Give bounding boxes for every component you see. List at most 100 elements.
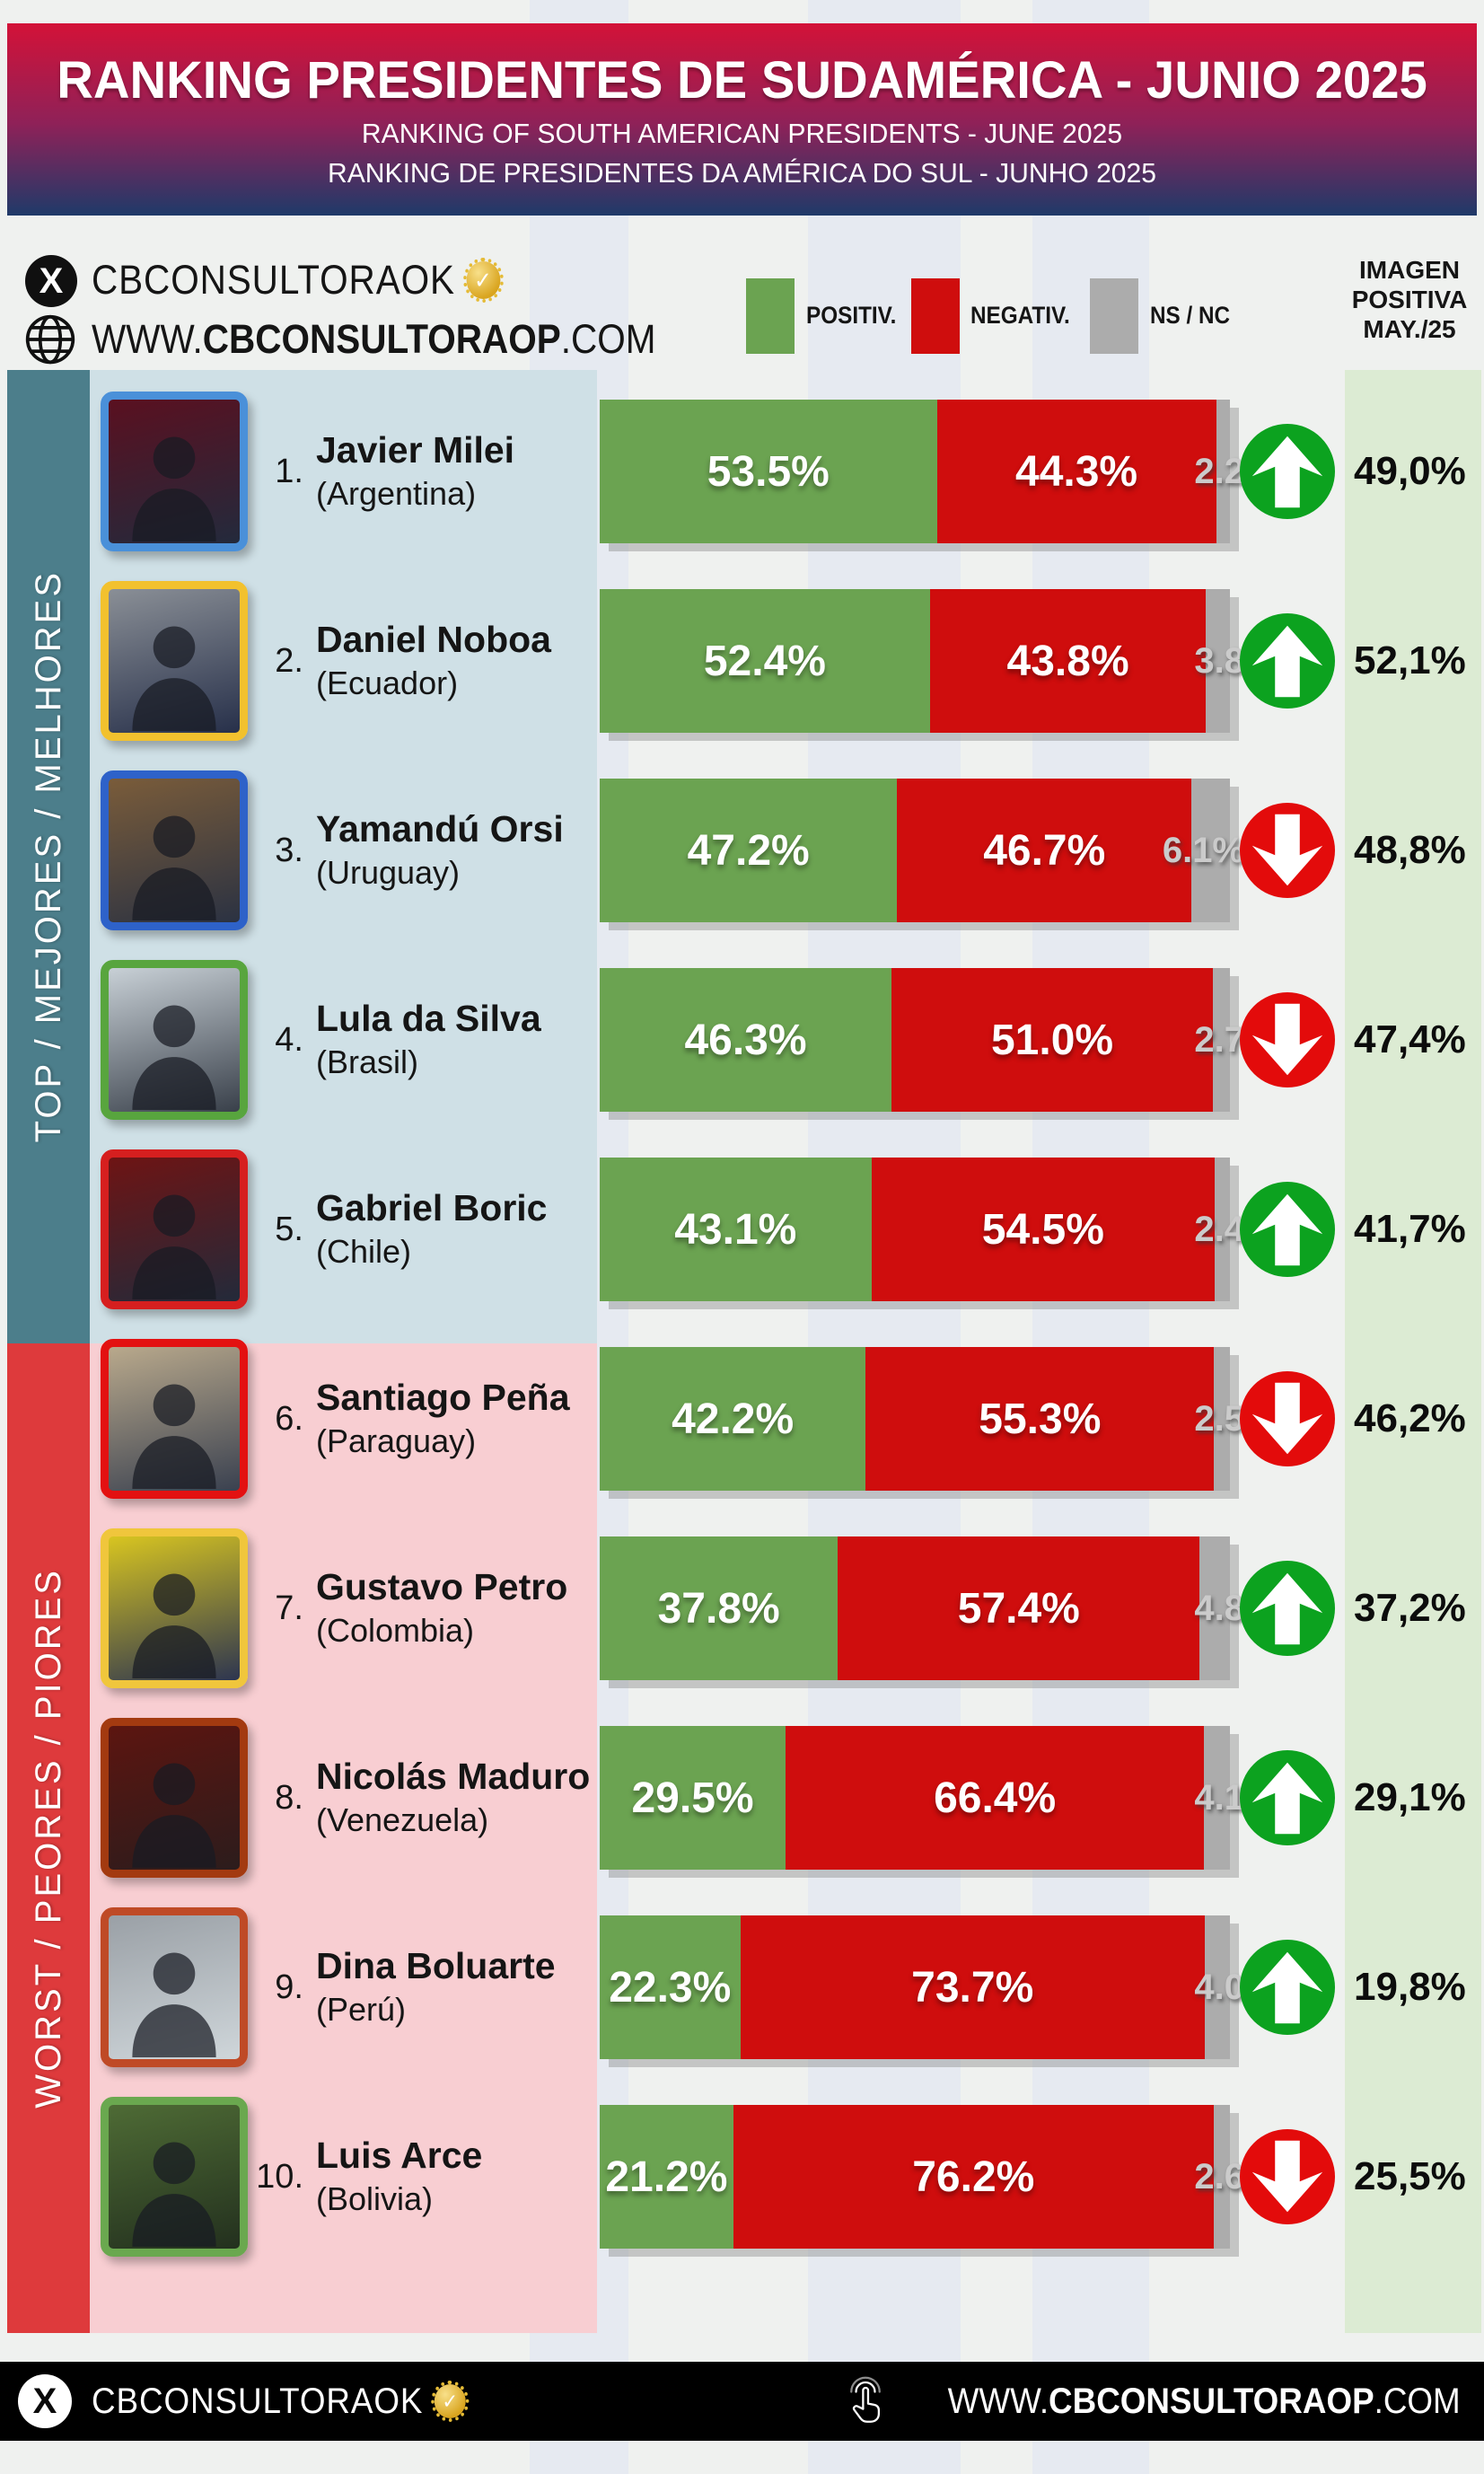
president-name: Nicolás Maduro [316, 1756, 591, 1798]
nsnc-segment [1191, 779, 1230, 922]
president-row: 1. Javier Milei (Argentina) 53.5% 44.3% … [0, 392, 1484, 551]
footer-twitter-handle-link[interactable]: CBCONSULTORAOK ✓ [92, 2381, 470, 2422]
approval-stacked-bar: 52.4% 43.8% 3.8 [600, 589, 1244, 733]
nsnc-value-label: 4.8 [1194, 1588, 1244, 1628]
trend-arrow-icon [1240, 613, 1335, 709]
approval-stacked-bar: 37.8% 57.4% 4.8 [600, 1536, 1244, 1680]
twitter-handle: CBCONSULTORAOK [92, 257, 455, 303]
previous-image-value: 52,1% [1354, 638, 1466, 682]
negative-segment: 44.3% [936, 400, 1216, 543]
approval-stacked-bar: 22.3% 73.7% 4.0 [600, 1915, 1244, 2059]
positive-value-label: 46.3% [684, 1016, 807, 1064]
footer-website-link[interactable]: WWW.CBCONSULTORAOP.COM [948, 2382, 1461, 2422]
nsnc-segment [1215, 1158, 1230, 1301]
person-silhouette-icon [132, 1384, 216, 1489]
negative-value-label: 66.4% [934, 1774, 1057, 1822]
trend-arrow-icon [1240, 992, 1335, 1087]
president-name: Javier Milei [316, 429, 515, 471]
approval-stacked-bar: 42.2% 55.3% 2.5 [600, 1347, 1244, 1491]
approval-stacked-bar: 21.2% 76.2% 2.6 [600, 2105, 1244, 2249]
person-silhouette-icon [132, 1194, 216, 1299]
president-photo [101, 2097, 248, 2257]
legend-nsnc-label: NS / NC [1150, 302, 1231, 329]
president-photo [101, 581, 248, 741]
negative-value-label: 46.7% [983, 826, 1106, 875]
president-country: (Perú) [316, 1990, 407, 2028]
president-country: (Bolivia) [316, 2179, 434, 2217]
president-name: Dina Boluarte [316, 1945, 556, 1987]
legend-nsnc-swatch [1090, 278, 1138, 354]
rank-number: 5. [275, 1210, 303, 1248]
subtitle-english: RANKING OF SOUTH AMERICAN PRESIDENTS - J… [361, 118, 1123, 149]
trend-arrow-icon [1240, 2129, 1335, 2224]
president-country: (Paraguay) [316, 1422, 477, 1459]
rank-number: 8. [275, 1778, 303, 1817]
trend-arrow-icon [1240, 1371, 1335, 1466]
nsnc-value-label: 6.1% [1162, 830, 1244, 870]
nsnc-segment [1213, 968, 1230, 1112]
verified-badge-icon: ✓ [462, 258, 504, 303]
nsnc-segment [1214, 1347, 1230, 1491]
rank-number: 3. [275, 831, 303, 869]
president-photo [101, 1528, 248, 1688]
person-silhouette-icon [132, 626, 216, 731]
positive-value-label: 53.5% [707, 447, 830, 496]
previous-image-value: 47,4% [1354, 1017, 1466, 1061]
website-link[interactable]: WWW.CBCONSULTORAOP.COM [92, 316, 655, 363]
president-row: 5. Gabriel Boric (Chile) 43.1% 54.5% 2.4… [0, 1149, 1484, 1309]
trend-arrow-icon [1240, 803, 1335, 898]
positive-value-label: 22.3% [609, 1963, 732, 2012]
nsnc-segment [1213, 2105, 1230, 2249]
approval-stacked-bar: 47.2% 46.7% 6.1% [600, 779, 1244, 922]
footer-twitter-handle: CBCONSULTORAOK [92, 2381, 424, 2421]
website-name: CBCONSULTORAOP [1049, 2381, 1374, 2421]
twitter-handle-link[interactable]: CBCONSULTORAOK ✓ [92, 257, 504, 304]
trend-arrow-icon [1240, 1182, 1335, 1277]
president-country: (Colombia) [316, 1611, 475, 1649]
rank-number: 7. [275, 1589, 303, 1627]
previous-image-value: 37,2% [1354, 1586, 1466, 1630]
positive-value-label: 43.1% [674, 1205, 797, 1254]
president-row: 4. Lula da Silva (Brasil) 46.3% 51.0% 2.… [0, 960, 1484, 1120]
president-name: Luis Arce [316, 2135, 483, 2177]
nsnc-segment [1204, 1915, 1230, 2059]
image-positive-column [1345, 370, 1481, 2333]
president-photo [101, 1907, 248, 2067]
negative-segment: 55.3% [865, 1347, 1215, 1491]
check-glyph: ✓ [474, 266, 493, 294]
president-name: Gustavo Petro [316, 1566, 568, 1608]
previous-image-value: 41,7% [1354, 1207, 1466, 1251]
negative-value-label: 55.3% [979, 1395, 1102, 1443]
image-positive-column-header: IMAGEN POSITIVA MAY./25 [1338, 255, 1481, 344]
negative-segment: 54.5% [871, 1158, 1216, 1301]
president-row: 10. Luis Arce (Bolivia) 21.2% 76.2% 2.6 … [0, 2097, 1484, 2257]
positive-value-label: 42.2% [672, 1395, 795, 1443]
negative-segment: 51.0% [891, 968, 1214, 1112]
image-col-line2: POSITIVA [1351, 286, 1468, 314]
rank-number: 1. [275, 452, 303, 490]
president-name: Daniel Noboa [316, 619, 551, 661]
approval-stacked-bar: 29.5% 66.4% 4.1 [600, 1726, 1244, 1870]
nsnc-segment [1216, 400, 1230, 543]
x-logo-letter: X [39, 260, 64, 301]
president-row: 7. Gustavo Petro (Colombia) 37.8% 57.4% … [0, 1528, 1484, 1688]
president-row: 6. Santiago Peña (Paraguay) 42.2% 55.3% … [0, 1339, 1484, 1499]
person-silhouette-icon [132, 1763, 216, 1868]
rank-number: 10. [256, 2157, 303, 2196]
positive-segment: 29.5% [600, 1726, 786, 1870]
rank-number: 2. [275, 641, 303, 680]
nsnc-value-label: 2.5 [1194, 1398, 1244, 1439]
previous-image-value: 29,1% [1354, 1775, 1466, 1819]
nsnc-value-label: 2.4 [1194, 1209, 1244, 1249]
positive-segment: 46.3% [600, 968, 892, 1112]
worst-group-sidebar [7, 1343, 90, 2333]
president-photo [101, 770, 248, 930]
click-hand-icon [840, 2376, 891, 2426]
trend-arrow-icon [1240, 424, 1335, 519]
previous-image-value: 25,5% [1354, 2154, 1466, 2198]
legend-positive-swatch [746, 278, 795, 354]
previous-image-value: 48,8% [1354, 828, 1466, 872]
header-banner: RANKING PRESIDENTES DE SUDAMÉRICA - JUNI… [7, 23, 1477, 216]
previous-image-value: 49,0% [1354, 449, 1466, 493]
positive-segment: 53.5% [600, 400, 937, 543]
